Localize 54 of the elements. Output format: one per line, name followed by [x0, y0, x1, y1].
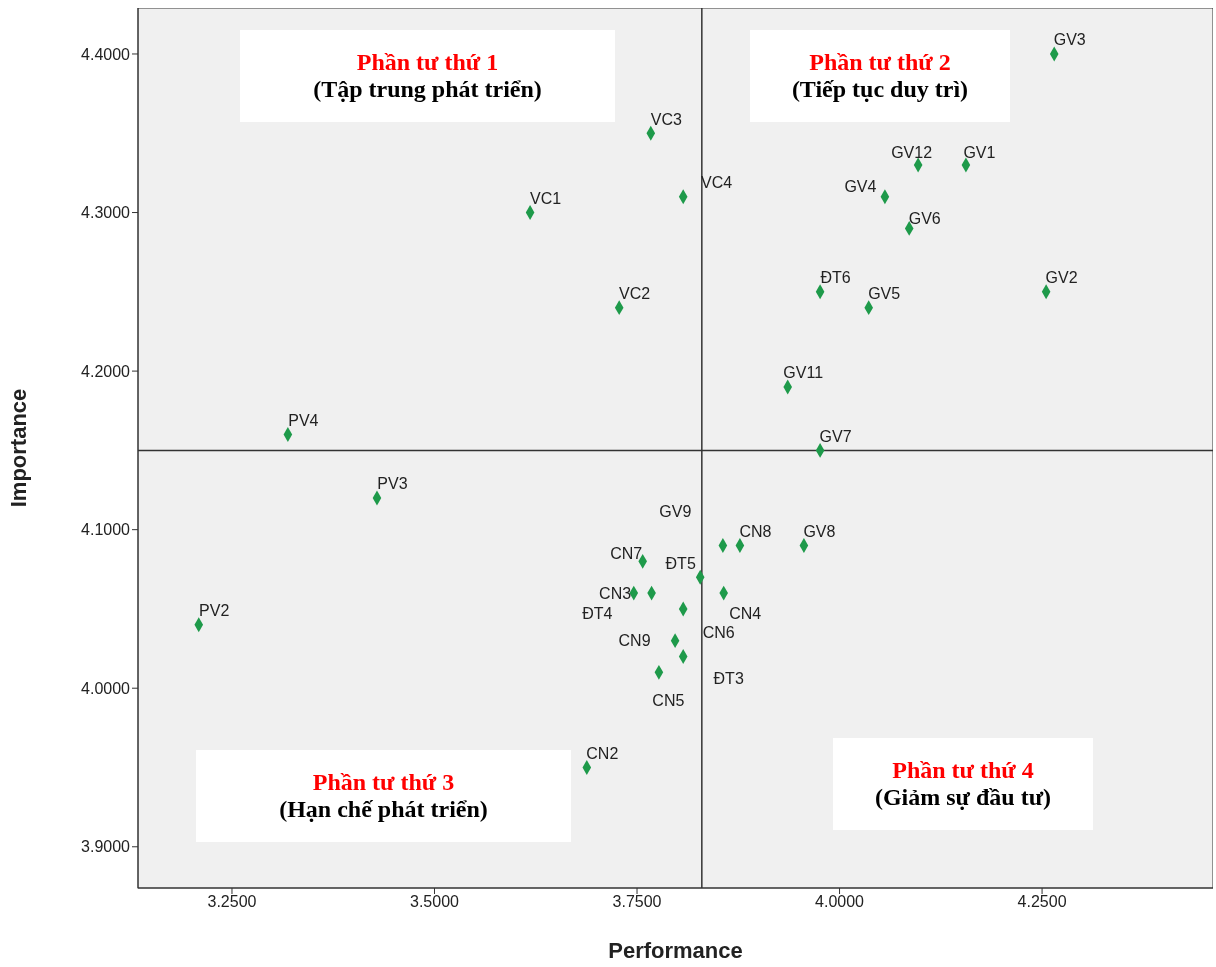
text-panel: Phần tư thứ 3 (Hạn chế phát triển)	[196, 750, 571, 842]
annotation: (Giảm sự đầu tư)	[874, 784, 1052, 811]
data-label: ĐT6	[820, 269, 851, 287]
data-label: CN3	[599, 584, 632, 602]
data-label: GV4	[844, 178, 877, 196]
y-tick-label: 4.1000	[81, 521, 131, 539]
y-tick-label: 4.0000	[81, 679, 131, 697]
x-tick-label: 4.2500	[1017, 893, 1067, 911]
text-panel: Phần tư thứ 1 (Tập trung phát triển)	[240, 30, 615, 122]
annotation: (Tập trung phát triển)	[313, 76, 542, 103]
annotation: (Tiếp tục duy trì)	[791, 76, 969, 103]
data-label: GV9	[659, 503, 692, 520]
data-label: ĐT4	[582, 604, 613, 622]
x-tick-label: 3.2500	[207, 893, 257, 911]
data-label: PV3	[377, 475, 408, 493]
annotation: (Hạn chế phát triển)	[279, 796, 488, 823]
data-label: CN9	[618, 632, 651, 650]
data-label: ĐT5	[665, 554, 696, 572]
x-tick-label: 3.5000	[410, 893, 460, 911]
data-label: GV8	[803, 523, 836, 540]
data-label: ĐT3	[713, 669, 744, 687]
annotation: Phần tư thứ 3	[312, 769, 455, 796]
data-label: GV5	[868, 285, 901, 303]
annotation: Phần tư thứ 1	[356, 49, 499, 76]
annotation: Phần tư thứ 4	[892, 757, 1034, 784]
y-tick-label: 4.3000	[81, 204, 131, 222]
data-label: VC2	[619, 285, 651, 303]
data-label: GV6	[908, 209, 941, 227]
data-label: CN6	[702, 624, 735, 642]
text-panel: Phần tư thứ 2 (Tiếp tục duy trì)	[750, 30, 1010, 122]
x-tick-label: 4.0000	[815, 893, 865, 911]
data-label: GV12	[891, 144, 933, 162]
y-tick-label: 4.2000	[81, 362, 131, 380]
data-label: PV4	[288, 412, 319, 430]
data-label: GV1	[963, 144, 996, 162]
data-label: CN5	[652, 691, 685, 709]
data-label: GV3	[1053, 31, 1086, 49]
data-label: CN8	[739, 523, 772, 540]
text-panel: Phần tư thứ 4 (Giảm sự đầu tư)	[833, 738, 1093, 830]
data-label: GV11	[783, 364, 824, 382]
y-axis-title: Importance	[5, 388, 31, 508]
y-tick-label: 3.9000	[81, 838, 131, 856]
x-tick-label: 3.7500	[612, 893, 662, 911]
data-label: CN2	[586, 744, 619, 762]
data-label: VC3	[650, 110, 682, 128]
x-axis-title: Performance	[608, 938, 743, 963]
data-label: GV2	[1045, 269, 1078, 287]
data-label: VC1	[530, 190, 562, 208]
y-tick-label: 4.4000	[81, 45, 131, 63]
annotation: Phần tư thứ 2	[809, 49, 951, 76]
data-label: CN4	[729, 604, 762, 622]
data-label: GV7	[819, 427, 852, 445]
data-label: PV2	[199, 602, 230, 620]
data-label: CN7	[610, 544, 643, 562]
